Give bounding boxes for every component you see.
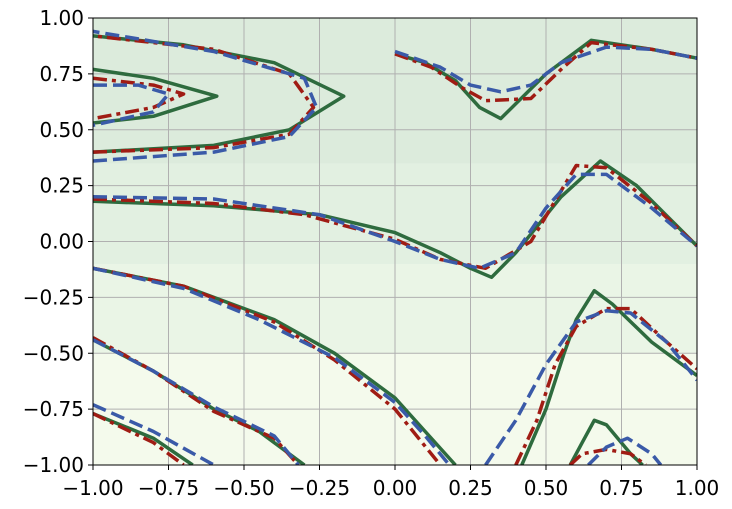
contour-line-0-2 — [394, 38, 697, 121]
x-tick-label-8: 1.00 — [675, 476, 720, 500]
y-tick-label-1: 0.75 — [39, 62, 84, 86]
contour-line-2-5 — [93, 338, 300, 465]
contour-line-2-7 — [484, 309, 697, 465]
contour-line-0-7 — [520, 288, 697, 465]
contour-line-1-6 — [93, 412, 185, 465]
x-tick-label-5: 0.25 — [448, 476, 493, 500]
contour-line-2-4 — [93, 266, 451, 465]
contour-line-1-5 — [93, 336, 300, 465]
contour-line-1-1 — [93, 34, 316, 154]
y-tick-label-7: −0.75 — [23, 397, 84, 421]
contour-line-2-0 — [93, 83, 171, 128]
x-tick-label-1: −0.75 — [138, 476, 199, 500]
y-tick-label-2: 0.50 — [39, 118, 84, 142]
y-tick-label-4: 0.00 — [39, 230, 84, 254]
x-tick-label-6: 0.50 — [524, 476, 569, 500]
x-tick-label-0: −1.00 — [62, 476, 123, 500]
x-tick-label-2: −0.50 — [213, 476, 274, 500]
contour-lines — [93, 29, 697, 465]
y-tick-label-0: 1.00 — [39, 6, 84, 30]
contour-line-1-2 — [394, 40, 697, 103]
contour-line-1-3 — [93, 163, 697, 271]
y-tick-label-5: −0.25 — [23, 285, 84, 309]
contour-line-2-1 — [93, 29, 319, 163]
x-tick-label-4: 0.00 — [373, 476, 418, 500]
y-tick-label-3: 0.25 — [39, 174, 84, 198]
contour-line-2-8 — [587, 436, 663, 465]
contour-line-0-0 — [93, 67, 219, 125]
contour-series-2 — [93, 29, 697, 465]
x-tick-label-7: 0.75 — [599, 476, 644, 500]
contour-line-2-2 — [394, 45, 697, 94]
contour-line-1-0 — [93, 76, 186, 121]
contour-line-2-3 — [93, 172, 697, 271]
y-tick-label-6: −0.50 — [23, 341, 84, 365]
axis-ticks: −1.00 −0.75 −0.50 −0.25 0.00 0.25 0.50 0.75 1.00… — [23, 6, 720, 500]
contour-line-2-6 — [93, 403, 215, 465]
y-tick-label-8: −1.00 — [23, 453, 84, 477]
x-tick-label-3: −0.25 — [289, 476, 350, 500]
